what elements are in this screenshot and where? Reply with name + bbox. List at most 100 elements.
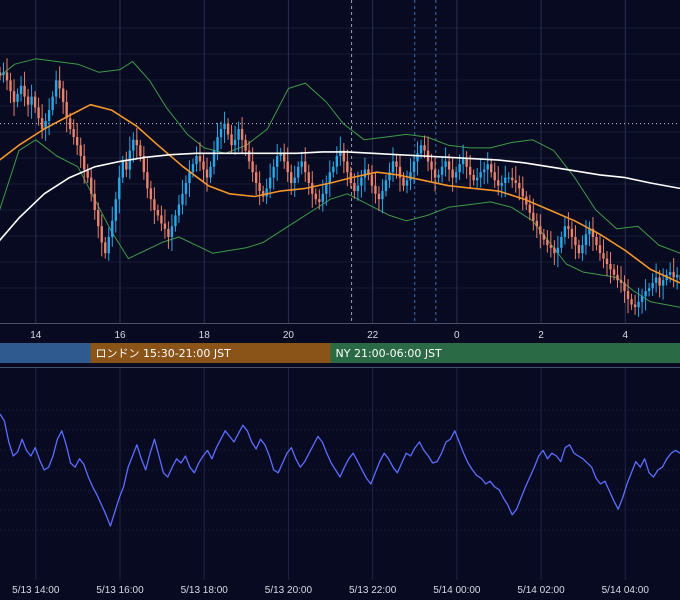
candle-body bbox=[300, 161, 303, 167]
candle bbox=[549, 231, 553, 258]
candle-body bbox=[26, 96, 30, 105]
candle bbox=[198, 141, 202, 172]
candle bbox=[244, 134, 247, 156]
candle bbox=[318, 189, 321, 210]
candle-body bbox=[560, 237, 563, 248]
candle bbox=[651, 273, 654, 296]
candle-body bbox=[504, 177, 507, 183]
candle-body bbox=[282, 153, 286, 162]
candle bbox=[672, 258, 675, 288]
session-segment bbox=[90, 343, 331, 363]
candle-body bbox=[661, 280, 665, 286]
candle-body bbox=[490, 164, 493, 173]
candle bbox=[19, 76, 23, 102]
candle bbox=[591, 217, 595, 252]
candle bbox=[2, 62, 5, 83]
price-x-tick-label: 18 bbox=[199, 330, 211, 341]
candle bbox=[83, 144, 86, 184]
candle-body bbox=[451, 169, 454, 178]
candle-body bbox=[139, 145, 142, 156]
candle-body bbox=[153, 199, 156, 210]
candle-body bbox=[398, 166, 402, 178]
candle bbox=[40, 104, 44, 139]
candle-body bbox=[325, 183, 328, 194]
candle bbox=[532, 198, 535, 231]
candle bbox=[553, 240, 556, 266]
candle bbox=[209, 161, 212, 183]
candle bbox=[468, 154, 472, 189]
candle-body bbox=[486, 164, 489, 170]
candle-body bbox=[86, 169, 89, 178]
candle bbox=[546, 229, 549, 253]
candle-body bbox=[511, 177, 514, 181]
candle-body bbox=[595, 237, 598, 246]
candle bbox=[616, 265, 619, 288]
candle bbox=[405, 170, 409, 194]
candle-body bbox=[539, 226, 542, 235]
candle-body bbox=[311, 183, 314, 194]
candle-body bbox=[219, 129, 223, 138]
candle bbox=[240, 117, 244, 154]
candle bbox=[279, 147, 282, 162]
candle-body bbox=[384, 180, 388, 192]
candle-body bbox=[318, 199, 321, 202]
candle-body bbox=[637, 301, 640, 308]
candle-body bbox=[160, 215, 163, 224]
candle bbox=[153, 187, 156, 225]
candle-body bbox=[430, 161, 433, 170]
candle-body bbox=[184, 183, 188, 194]
candle bbox=[528, 194, 532, 221]
candle-body bbox=[360, 177, 363, 186]
candle bbox=[391, 147, 395, 182]
candle-body bbox=[191, 164, 195, 173]
candle-body bbox=[675, 274, 679, 278]
candle-body bbox=[125, 161, 128, 170]
candle-body bbox=[514, 180, 517, 183]
candle-body bbox=[433, 169, 437, 178]
candle-body bbox=[2, 72, 5, 75]
candle bbox=[542, 228, 546, 246]
candle-body bbox=[423, 145, 426, 151]
oscillator-x-tick-label: 5/14 00:00 bbox=[433, 585, 481, 596]
candle-body bbox=[353, 183, 356, 192]
candle bbox=[416, 141, 419, 176]
candle bbox=[332, 161, 335, 178]
candle bbox=[360, 170, 363, 198]
candle bbox=[118, 165, 121, 214]
candle-body bbox=[367, 169, 370, 175]
candle-body bbox=[146, 172, 149, 189]
candle-body bbox=[230, 134, 233, 146]
candle bbox=[51, 91, 54, 116]
candle-body bbox=[293, 177, 296, 183]
candle-body bbox=[626, 291, 630, 300]
candle bbox=[114, 191, 117, 233]
candle bbox=[205, 157, 209, 192]
price-x-tick-label: 22 bbox=[367, 330, 379, 341]
candle bbox=[258, 171, 261, 206]
candle-body bbox=[163, 223, 167, 229]
candle-body bbox=[118, 177, 121, 200]
candle bbox=[188, 160, 191, 198]
candle bbox=[177, 194, 181, 223]
candle bbox=[282, 143, 286, 169]
candle-body bbox=[261, 191, 265, 197]
candle bbox=[640, 288, 644, 314]
candle-body bbox=[188, 172, 191, 183]
candle-body bbox=[605, 258, 609, 264]
candle bbox=[65, 90, 68, 133]
candle bbox=[23, 71, 26, 107]
candle bbox=[219, 121, 223, 149]
candle bbox=[174, 210, 177, 232]
candle bbox=[47, 98, 51, 135]
candle bbox=[490, 158, 493, 178]
candle bbox=[504, 165, 507, 198]
candle-body bbox=[581, 245, 584, 254]
candle-body bbox=[233, 139, 237, 146]
candle-body bbox=[440, 166, 444, 175]
candle bbox=[563, 216, 567, 245]
candle-body bbox=[307, 172, 310, 183]
candle-body bbox=[5, 72, 9, 81]
candle bbox=[100, 214, 103, 257]
candle-body bbox=[444, 161, 447, 167]
